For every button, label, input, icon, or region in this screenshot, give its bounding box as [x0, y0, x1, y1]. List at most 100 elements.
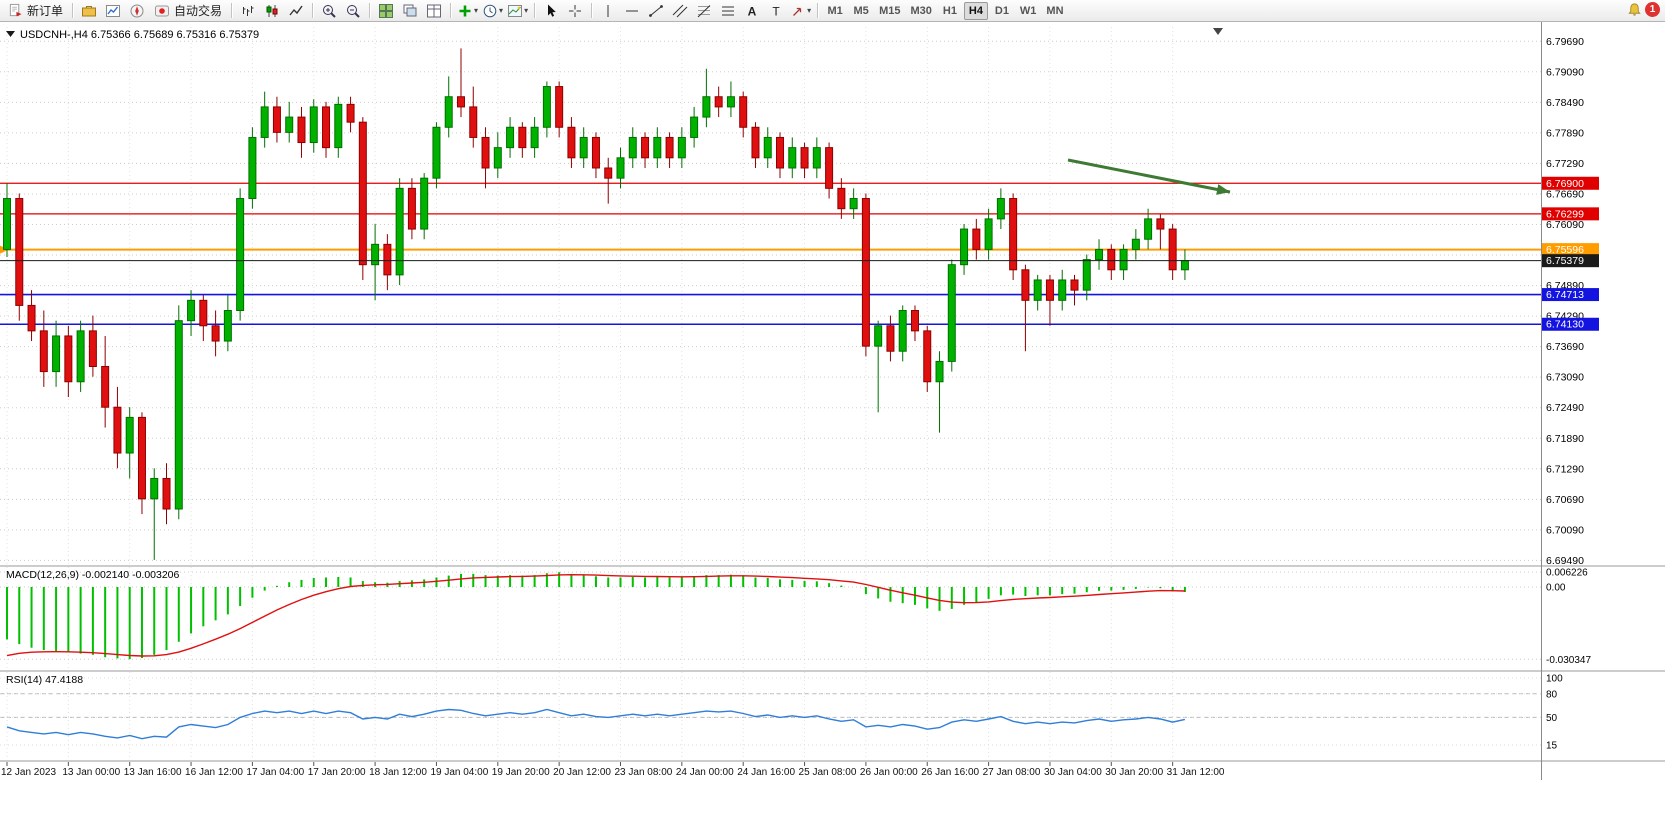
text-tool-button[interactable]: A — [740, 1, 764, 21]
price-badge[interactable] — [1542, 317, 1599, 331]
candle — [174, 320, 183, 510]
timeframe-m1-button[interactable]: M1 — [823, 2, 847, 20]
candle — [137, 416, 146, 500]
time-axis-label: 24 Jan 16:00 — [737, 767, 795, 778]
toolbox-button[interactable] — [77, 1, 101, 21]
timeframe-m15-button[interactable]: M15 — [875, 2, 904, 20]
zoom-in-button[interactable] — [317, 1, 341, 21]
price-badge-label: 6.76900 — [1546, 178, 1584, 190]
vertical-line-tool-button[interactable] — [596, 1, 620, 21]
toolbox-icon — [82, 5, 97, 16]
price-axis-label: 6.69490 — [1546, 555, 1584, 567]
candle — [591, 136, 600, 169]
notification-area[interactable]: 1 — [1627, 2, 1660, 17]
rsi-axis-label: 100 — [1546, 674, 1563, 685]
price-badge[interactable] — [1542, 243, 1599, 257]
timeframe-m30-button[interactable]: M30 — [907, 2, 936, 20]
timeframe-mn-button[interactable]: MN — [1042, 2, 1067, 20]
add-indicator-button[interactable]: ▾ — [455, 1, 480, 21]
candle — [616, 157, 625, 179]
line-chart-button[interactable] — [284, 1, 308, 21]
candle — [739, 96, 748, 128]
candle — [1082, 259, 1091, 291]
notification-badge[interactable]: 1 — [1645, 2, 1660, 17]
text-label-tool-button[interactable]: T — [764, 1, 788, 21]
candle — [910, 310, 919, 332]
auto-trading-button[interactable]: 自动交易 — [149, 1, 227, 21]
zoom-in-icon — [323, 4, 336, 18]
candle — [125, 416, 134, 454]
macd-axis-label: -0.030347 — [1546, 655, 1591, 666]
toolbar-separator — [817, 3, 819, 18]
periods-button[interactable]: ▾ — [480, 1, 505, 21]
candle — [309, 106, 318, 144]
candle — [432, 126, 441, 179]
candle — [690, 116, 699, 138]
candle — [800, 147, 809, 169]
trend-arrow-annotation[interactable] — [1067, 158, 1231, 194]
candle — [506, 126, 515, 149]
bar-chart-button[interactable] — [236, 1, 260, 21]
arrows-tool-button[interactable]: ▾ — [788, 1, 813, 21]
timeframe-h1-button[interactable]: H1 — [938, 2, 962, 20]
lines-stack-icon — [722, 6, 735, 15]
price-badge-label: 6.75596 — [1546, 244, 1584, 256]
candle — [825, 147, 834, 189]
cascade-windows-button[interactable] — [398, 1, 422, 21]
candle — [1180, 260, 1189, 271]
rsi-indicator-label: RSI(14) 47.4188 — [6, 674, 83, 686]
price-badge-label: 6.74130 — [1546, 319, 1584, 331]
cursor-button[interactable] — [539, 1, 563, 21]
candle — [1009, 198, 1018, 271]
price-axis-label: 6.76090 — [1546, 219, 1584, 231]
timeframe-d1-button[interactable]: D1 — [990, 2, 1014, 20]
candle — [1033, 279, 1042, 301]
channel-tool-button[interactable] — [668, 1, 692, 21]
tile-windows-button[interactable] — [374, 1, 398, 21]
chart-shift-marker-icon[interactable] — [1213, 28, 1223, 35]
market-watch-button[interactable] — [101, 1, 125, 21]
candle — [567, 126, 576, 159]
time-axis-label: 16 Jan 12:00 — [185, 767, 243, 778]
candle — [1156, 218, 1165, 230]
price-badge[interactable] — [1542, 254, 1599, 268]
horizontal-line-tool-button[interactable] — [620, 1, 644, 21]
candle — [935, 360, 944, 383]
timeframe-m5-button[interactable]: M5 — [849, 2, 873, 20]
cascade-windows-icon — [403, 4, 417, 16]
trendline-tool-button[interactable] — [644, 1, 668, 21]
candle — [849, 198, 858, 210]
candle — [1107, 248, 1116, 271]
time-axis-label: 19 Jan 04:00 — [430, 767, 488, 778]
one-click-trading-toggle-icon[interactable] — [6, 31, 15, 37]
bar-chart-icon — [243, 5, 254, 16]
line-chart-icon — [289, 5, 303, 15]
lines-stack-tool-button[interactable] — [716, 1, 740, 21]
crosshair-button[interactable] — [563, 1, 587, 21]
price-badge[interactable] — [1542, 176, 1599, 190]
price-axis-label: 6.71290 — [1546, 463, 1584, 475]
timeframe-h4-button[interactable]: H4 — [963, 1, 988, 20]
navigator-button[interactable] — [125, 1, 149, 21]
price-chart-canvas[interactable]: 6.79690 6.79090 6.78490 6.77890 6.77290 6.766… — [0, 22, 1665, 833]
time-axis-label: 30 Jan 04:00 — [1044, 767, 1102, 778]
candle — [101, 365, 110, 408]
templates-button[interactable]: ▾ — [505, 1, 530, 21]
candle — [1144, 218, 1153, 240]
candle-chart-button[interactable] — [260, 1, 284, 21]
timeframe-w1-button[interactable]: W1 — [1016, 2, 1041, 20]
chevron-down-icon: ▾ — [807, 5, 812, 15]
fibonacci-tool-button[interactable] — [692, 1, 716, 21]
price-badge[interactable] — [1542, 207, 1599, 221]
bell-icon — [1628, 3, 1641, 16]
svg-text:T: T — [772, 4, 780, 18]
new-order-button[interactable]: 新订单 — [3, 1, 68, 21]
candle — [555, 86, 564, 128]
candle — [272, 106, 281, 133]
candle — [334, 103, 343, 149]
arrange-windows-button[interactable] — [422, 1, 446, 21]
time-axis-label: 17 Jan 04:00 — [246, 767, 304, 778]
zoom-out-button[interactable] — [341, 1, 365, 21]
candle — [27, 304, 36, 332]
price-badge[interactable] — [1542, 288, 1599, 302]
